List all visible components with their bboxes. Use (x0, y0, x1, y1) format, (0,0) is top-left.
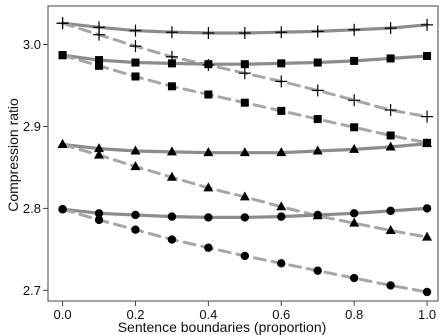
data-point-square (350, 123, 359, 132)
data-point-square (277, 59, 286, 68)
data-point-square (204, 90, 213, 99)
data-point-square (167, 59, 176, 68)
data-point-circle (277, 212, 286, 221)
series-line-circle-dashed (61, 207, 429, 294)
data-point-plus (348, 23, 361, 36)
data-point-triangle (276, 147, 287, 157)
data-point-square (58, 51, 67, 60)
data-point-plus (129, 40, 142, 53)
plot-frame (47, 5, 439, 302)
data-point-circle (349, 209, 359, 218)
data-point-triangle (130, 145, 141, 155)
data-point-square (167, 82, 176, 91)
data-point-circle (349, 273, 359, 283)
data-point-triangle (349, 143, 360, 153)
x-tick-label: 0.8 (345, 307, 363, 322)
data-point-circle (422, 204, 432, 213)
y-tick-label: 2.8 (23, 201, 41, 216)
data-point-square (350, 56, 359, 65)
data-point-square (313, 115, 322, 124)
x-tick-label: 0.6 (272, 307, 290, 322)
data-point-square (423, 51, 432, 60)
data-point-triangle (166, 146, 177, 156)
data-point-plus (384, 22, 397, 35)
data-point-circle (240, 251, 250, 261)
x-tick-label: 0.2 (126, 307, 144, 322)
data-point-plus (311, 25, 324, 38)
data-point-circle (240, 213, 250, 222)
data-point-plus (238, 27, 251, 40)
y-axis-label: Compression ratio (5, 98, 21, 212)
x-tick-label: 0.4 (199, 307, 217, 322)
data-point-plus (275, 75, 288, 88)
data-point-square (386, 131, 395, 140)
data-point-triangle (130, 161, 141, 171)
x-axis-label: Sentence boundaries (proportion) (118, 319, 327, 335)
data-point-circle (204, 213, 213, 222)
data-point-plus (275, 26, 288, 39)
data-point-square (313, 58, 322, 67)
data-point-triangle (385, 141, 396, 151)
data-point-plus (348, 94, 361, 107)
y-tick-label: 2.7 (23, 283, 41, 298)
data-point-circle (131, 210, 140, 220)
data-point-square (131, 58, 140, 67)
data-point-square (95, 61, 104, 70)
data-point-circle (386, 206, 395, 216)
data-point-square (240, 98, 249, 107)
data-point-triangle (94, 143, 105, 153)
data-point-triangle (312, 145, 323, 155)
data-point-triangle (422, 138, 433, 148)
data-point-square (386, 54, 395, 63)
data-point-circle (167, 235, 177, 244)
y-tick-label: 2.9 (23, 119, 41, 134)
data-point-square (95, 56, 104, 65)
data-point-circle (313, 210, 322, 220)
data-point-circle (277, 259, 286, 268)
data-point-triangle (239, 191, 250, 201)
data-point-plus (93, 28, 106, 41)
y-axis: 2.7 2.8 2.9 3.0 (23, 37, 48, 298)
x-tick-label: 0.0 (54, 307, 72, 322)
data-point-circle (204, 243, 213, 252)
data-point-circle (313, 266, 322, 275)
data-point-plus (421, 18, 434, 31)
data-point-triangle (166, 171, 177, 181)
data-point-triangle (276, 201, 287, 211)
data-point-triangle (203, 182, 214, 192)
series-line-triangle-dashed (61, 143, 429, 239)
data-point-circle (94, 215, 104, 225)
data-point-plus (238, 67, 251, 80)
data-point-triangle (94, 149, 105, 159)
data-point-circle (422, 287, 432, 297)
data-point-circle (386, 281, 395, 290)
data-point-plus (129, 24, 142, 37)
data-point-circle (131, 225, 140, 234)
data-point-triangle (203, 147, 214, 157)
x-tick-label: 1.0 (418, 307, 436, 322)
data-point-triangle (239, 147, 250, 157)
data-point-circle (167, 212, 177, 221)
data-point-plus (202, 27, 215, 40)
data-point-triangle (349, 217, 360, 227)
data-point-circle (58, 205, 67, 214)
series-markers (56, 17, 434, 297)
data-point-plus (56, 17, 69, 30)
data-point-square (277, 106, 286, 115)
data-point-square (204, 60, 213, 69)
x-axis: 0.0 0.2 0.4 0.6 0.8 1.0 (54, 301, 436, 322)
data-point-plus (165, 26, 178, 39)
data-point-plus (421, 110, 434, 123)
data-point-plus (384, 104, 397, 117)
data-point-triangle (422, 231, 433, 241)
data-point-triangle (385, 225, 396, 235)
data-point-square (131, 72, 140, 81)
y-tick-label: 3.0 (23, 37, 41, 52)
data-point-circle (94, 209, 104, 218)
data-point-triangle (57, 138, 68, 148)
data-point-square (240, 60, 249, 69)
data-point-plus (311, 84, 324, 97)
